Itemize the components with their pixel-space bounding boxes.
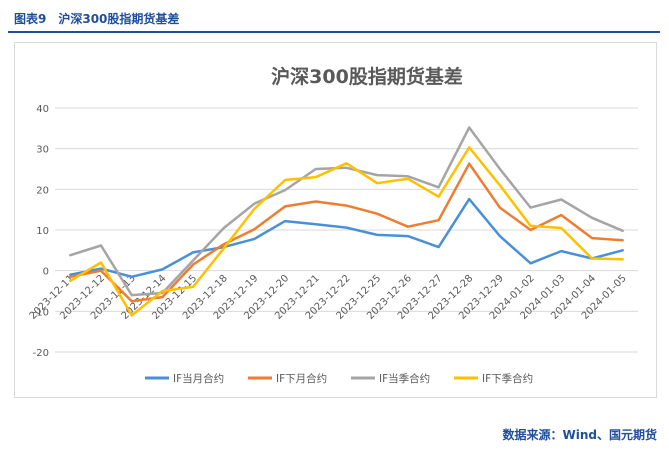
basis-line-chart: 沪深300股指期货基差 -20 -10 0 10 20 30 40 2023-12-1120…	[28, 65, 638, 385]
chart-frame: 沪深300股指期货基差 -20 -10 0 10 20 30 40 2023-12-11 20…	[14, 42, 657, 398]
y-tick-label: 0	[43, 267, 49, 278]
legend-label-0: IF当月合约	[173, 372, 224, 385]
legend: IF当月合约 IF下月合约 IF当季合约 IF下季合约	[145, 372, 533, 385]
y-tick-label: -20	[33, 348, 49, 359]
figure-number: 图表9	[14, 12, 47, 26]
y-tick-label: -10	[33, 307, 49, 318]
y-axis-ticks: -20 -10 0 10 20 30 40	[33, 104, 49, 359]
series-lines	[69, 126, 624, 317]
x-axis-ticks: 2023-12-112023-12-122023-12-132023-12-14…	[28, 273, 629, 322]
series-line-1	[69, 162, 624, 303]
y-tick-label: 10	[36, 226, 49, 237]
header-rule	[8, 31, 660, 33]
series-line-2	[69, 126, 624, 297]
y-tick-label: 40	[36, 104, 49, 115]
legend-label-3: IF下季合约	[482, 372, 533, 385]
y-tick-label: 20	[36, 185, 49, 196]
legend-label-2: IF当季合约	[379, 372, 430, 385]
legend-label-1: IF下月合约	[276, 372, 327, 385]
figure-caption: 图表9 沪深300股指期货基差	[14, 10, 179, 27]
source-note: 数据来源：Wind、国元期货	[502, 428, 657, 442]
series-line-0	[69, 197, 624, 279]
series-line-3	[69, 146, 624, 317]
chart-title: 沪深300股指期货基差	[271, 65, 463, 88]
figure-caption-title: 沪深300股指期货基差	[58, 12, 180, 26]
y-tick-label: 30	[36, 145, 49, 156]
